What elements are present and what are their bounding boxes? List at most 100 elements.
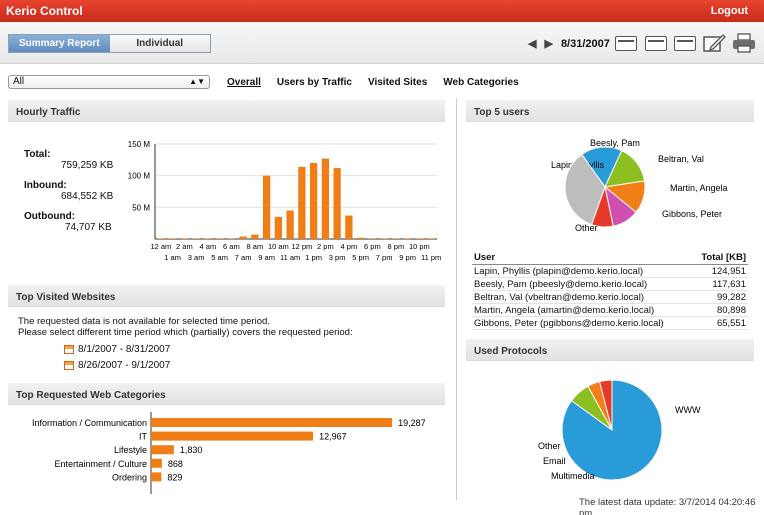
table-row[interactable]: Martin, Angela (amartin@demo.kerio.local… — [472, 303, 748, 317]
x-tick-label: 7 pm — [376, 253, 393, 262]
individual-button[interactable]: Individual — [109, 35, 210, 52]
table-row[interactable]: Gibbons, Peter (pgibbons@demo.kerio.loca… — [472, 316, 748, 330]
category-value: 829 — [167, 472, 182, 482]
traffic-bar — [251, 234, 259, 239]
slice-label: Gibbons, Peter — [662, 209, 722, 219]
summary-report-button[interactable]: Summary Report — [9, 35, 110, 52]
tab-users-by-traffic[interactable]: Users by Traffic — [276, 77, 352, 88]
traffic-bar — [274, 216, 283, 239]
user-cell: Lapin, Phyllis (plapin@demo.kerio.local) — [472, 264, 693, 278]
traffic-bar — [380, 238, 388, 239]
total-cell: 65,551 — [692, 316, 748, 330]
tab-overall[interactable]: Overall — [227, 77, 261, 88]
traffic-bar — [427, 238, 435, 239]
category-value: 19,287 — [398, 418, 426, 428]
slice-label: Martin, Angela — [670, 183, 728, 193]
x-tick-label: 12 pm — [291, 242, 312, 251]
toolbar: Summary Report Individual ◀ ▶ 8/31/2007 — [0, 22, 764, 64]
x-tick-label: 2 pm — [317, 242, 334, 251]
traffic-bar — [215, 238, 224, 239]
total-label: Total: — [24, 149, 51, 160]
x-tick-label: 2 am — [176, 242, 193, 251]
slice-label: Multimedia — [551, 471, 595, 481]
logout-link[interactable]: Logout — [710, 5, 748, 17]
category-value: 12,967 — [319, 432, 347, 442]
traffic-bar — [321, 158, 330, 239]
x-tick-label: 11 am — [280, 253, 300, 262]
unavailable-note: The requested data is not available for … — [18, 316, 353, 338]
tab-web-categories[interactable]: Web Categories — [443, 77, 519, 88]
period-link-2[interactable]: 8/26/2007 - 9/1/2007 — [64, 360, 170, 371]
select-arrow-icon: ▲▼ — [189, 77, 205, 86]
protocols-pie-chart: WWW Multimedia Email Other — [538, 379, 701, 481]
view-split-icon[interactable] — [645, 36, 667, 51]
last-update-text: The latest data update: 3/7/2014 04:20:4… — [579, 497, 756, 515]
protocol-slice — [598, 379, 613, 431]
table-row[interactable]: Lapin, Phyllis (plapin@demo.kerio.local)… — [472, 264, 748, 278]
period-label: 8/1/2007 - 8/31/2007 — [78, 344, 171, 355]
x-tick-label: 3 pm — [329, 253, 346, 262]
x-tick-label: 8 am — [247, 242, 264, 251]
category-label: Entertainment / Culture — [54, 459, 147, 469]
view-single-icon[interactable] — [615, 36, 637, 51]
top-categories-heading: Top Requested Web Categories — [8, 383, 445, 405]
user-cell: Martin, Angela (amartin@demo.kerio.local… — [472, 303, 693, 317]
top-visited-websites-heading: Top Visited Websites — [8, 285, 445, 307]
date-navigator: ◀ ▶ 8/31/2007 — [528, 37, 610, 51]
table-row[interactable]: Beesly, Pam (pbeesly@demo.kerio.local) 11… — [472, 277, 748, 291]
user-filter-select[interactable]: All ▲▼ — [8, 75, 210, 89]
calendar-icon — [64, 345, 74, 354]
prev-date-icon[interactable]: ◀ — [528, 38, 537, 50]
categories-chart: Information / Communication 19,287 IT 12,96… — [32, 412, 426, 494]
x-tick-label: 8 pm — [388, 242, 405, 251]
y-tick-label: 150 M — [128, 140, 151, 149]
x-tick-label: 5 pm — [352, 253, 369, 262]
used-protocols-heading: Used Protocols — [466, 339, 754, 361]
table-row[interactable]: Beltran, Val (vbeltran@demo.kerio.local)… — [472, 290, 748, 304]
traffic-bar — [239, 236, 247, 239]
category-bar — [151, 418, 393, 427]
x-tick-label: 7 am — [235, 253, 252, 262]
traffic-bar — [180, 238, 189, 239]
view-list-icon[interactable] — [674, 36, 696, 51]
category-bar — [151, 431, 314, 441]
note-line-1: The requested data is not available for … — [18, 316, 270, 327]
slice-label: Beesly, Pam — [590, 138, 640, 148]
report-tabs: Overall Users by Traffic Visited Sites W… — [227, 77, 535, 88]
traffic-bar — [403, 238, 412, 239]
total-cell: 117,631 — [692, 277, 748, 291]
x-tick-label: 9 am — [258, 253, 275, 262]
col-total-header: Total [KB] — [692, 251, 748, 265]
user-cell: Beltran, Val (vbeltran@demo.kerio.local) — [472, 290, 693, 304]
x-tick-label: 1 am — [164, 253, 181, 262]
app-title: Kerio Control — [6, 4, 83, 18]
category-label: IT — [139, 432, 148, 442]
edit-icon[interactable] — [702, 32, 726, 54]
x-tick-label: 6 pm — [364, 242, 381, 251]
inbound-stat: Inbound: 684,552 KB — [24, 180, 113, 202]
traffic-bar — [168, 238, 177, 239]
traffic-bar — [356, 237, 365, 239]
total-cell: 80,898 — [692, 303, 748, 317]
tab-visited-sites[interactable]: Visited Sites — [367, 77, 428, 88]
traffic-bar — [415, 238, 424, 239]
app-header: Kerio Control Logout — [0, 0, 764, 22]
slice-label: Other — [538, 441, 561, 451]
current-date[interactable]: 8/31/2007 — [560, 37, 610, 50]
x-tick-label: 10 am — [268, 242, 289, 251]
x-tick-label: 12 am — [150, 242, 171, 251]
period-link-1[interactable]: 8/1/2007 - 8/31/2007 — [64, 344, 170, 355]
print-icon[interactable] — [732, 32, 756, 54]
next-date-icon[interactable]: ▶ — [544, 38, 553, 50]
report-mode-toggle: Summary Report Individual — [8, 34, 211, 53]
category-label: Ordering — [112, 472, 147, 482]
traffic-bar — [192, 238, 200, 239]
note-line-2: Please select different time period whic… — [18, 327, 353, 338]
user-slice — [564, 153, 606, 226]
traffic-bar — [333, 168, 341, 239]
period-label: 8/26/2007 - 9/1/2007 — [78, 360, 171, 371]
outbound-label: Outbound: — [24, 211, 76, 222]
top-users-table: User Total [KB] Lapin, Phyllis (plapin@d… — [472, 251, 748, 330]
traffic-bar — [368, 238, 377, 239]
